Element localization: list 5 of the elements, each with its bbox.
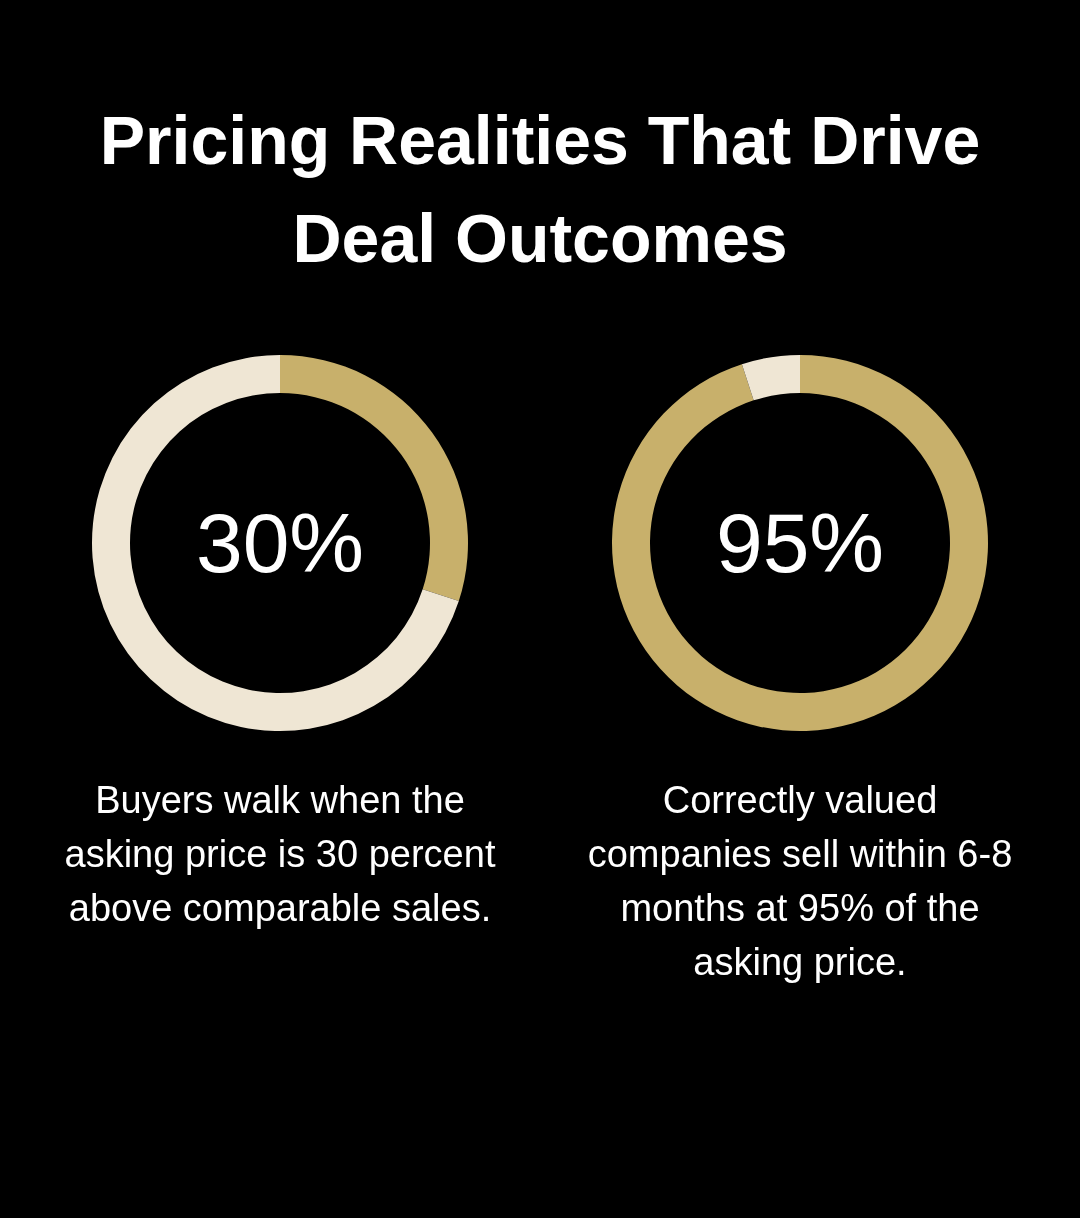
text: Correctly valued companies sell within 6-8 months at 95% of the asking price.	[586, 778, 1014, 985]
data-label: 30%	[195, 496, 365, 590]
chart-title: Pricing Realities That Drive Deal Outcomes	[98, 101, 982, 278]
data-label: 95%	[715, 496, 885, 590]
text: Buyers walk when the asking price is 30 percent above comparable sales.	[63, 778, 497, 931]
